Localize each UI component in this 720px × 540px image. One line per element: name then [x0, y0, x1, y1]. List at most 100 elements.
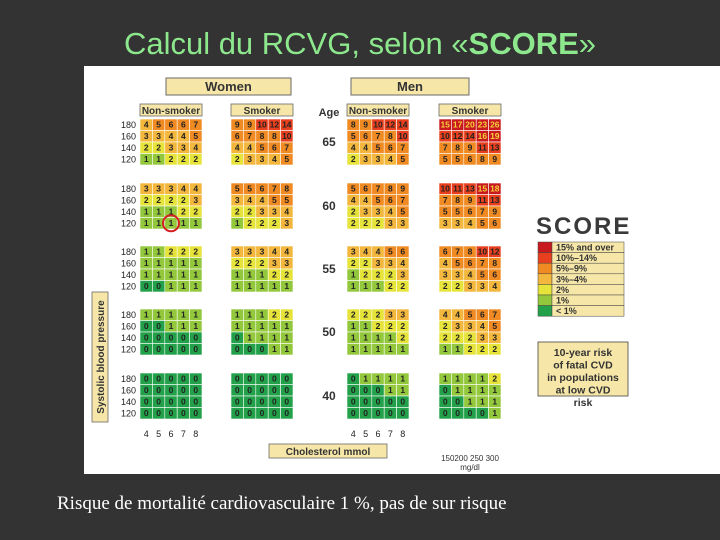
risk-value: 1	[272, 281, 277, 291]
risk-value: 13	[490, 143, 500, 153]
risk-value: 5	[468, 310, 473, 320]
risk-value: 4	[376, 247, 381, 257]
risk-value: 10	[282, 131, 292, 141]
risk-value: 5	[492, 321, 497, 331]
risk-value: 0	[169, 333, 174, 343]
risk-value: 7	[376, 131, 381, 141]
risk-value: 1	[235, 321, 240, 331]
risk-value: 0	[388, 408, 393, 418]
mgdl-unit: mg/dl	[460, 463, 480, 472]
sbp-tick: 140	[121, 270, 136, 280]
sbp-tick: 120	[121, 409, 136, 419]
sbp-tick: 120	[121, 155, 136, 165]
risk-value: 10	[257, 120, 267, 130]
risk-value: 0	[235, 344, 240, 354]
risk-value: 6	[443, 247, 448, 257]
legend-label-box	[551, 305, 625, 317]
risk-value: 0	[376, 385, 381, 395]
risk-value: 0	[235, 374, 240, 384]
risk-value: 1	[235, 310, 240, 320]
risk-value: 8	[455, 195, 460, 205]
risk-cell	[396, 407, 410, 420]
risk-value: 0	[400, 408, 405, 418]
sex-header-box	[350, 77, 470, 96]
risk-value: 0	[235, 333, 240, 343]
risk-value: 2	[480, 344, 485, 354]
risk-value: 1	[284, 321, 289, 331]
risk-value: 3	[400, 270, 405, 280]
risk-value: 23	[478, 120, 488, 130]
risk-value: 2	[455, 281, 460, 291]
risk-value: 3	[144, 131, 149, 141]
legend-title-line: of fatal CVD	[553, 360, 613, 372]
risk-cell	[189, 217, 203, 230]
smoking-header-label: Smoker	[452, 106, 489, 117]
age-header: Age	[319, 107, 340, 119]
risk-value: 2	[193, 154, 198, 164]
sbp-tick: 160	[121, 196, 136, 206]
risk-value: 1	[388, 344, 393, 354]
cholesterol-tick: 7	[388, 429, 393, 439]
risk-value: 9	[363, 120, 368, 130]
risk-value: 1	[480, 385, 485, 395]
risk-value: 1	[284, 344, 289, 354]
risk-value: 5	[388, 247, 393, 257]
risk-value: 1	[400, 374, 405, 384]
risk-value: 5	[272, 195, 277, 205]
risk-value: 18	[490, 184, 500, 194]
risk-value: 0	[169, 385, 174, 395]
risk-value: 2	[388, 321, 393, 331]
risk-value: 1	[193, 218, 198, 228]
cholesterol-axis-label: Cholesterol mmol	[286, 447, 371, 458]
risk-value: 1	[492, 408, 497, 418]
risk-value: 2	[235, 207, 240, 217]
risk-value: 8	[351, 120, 356, 130]
risk-value: 3	[480, 333, 485, 343]
risk-value: 9	[235, 120, 240, 130]
risk-value: 4	[181, 131, 186, 141]
risk-value: 4	[443, 258, 448, 268]
risk-value: 9	[468, 143, 473, 153]
risk-value: 2	[363, 310, 368, 320]
risk-value: 10	[440, 131, 450, 141]
risk-value: 2	[363, 270, 368, 280]
risk-value: 2	[351, 207, 356, 217]
risk-value: 3	[400, 310, 405, 320]
risk-cell	[396, 217, 410, 230]
risk-value: 4	[492, 281, 497, 291]
risk-value: 6	[492, 270, 497, 280]
risk-value: 0	[193, 374, 198, 384]
risk-value: 9	[247, 120, 252, 130]
risk-value: 17	[453, 120, 463, 130]
risk-value: 6	[235, 131, 240, 141]
risk-value: 1	[260, 310, 265, 320]
risk-value: 15	[478, 184, 488, 194]
risk-value: 7	[443, 143, 448, 153]
legend-label: 15% and over	[556, 243, 615, 253]
risk-value: 2	[351, 258, 356, 268]
risk-value: 4	[388, 207, 393, 217]
risk-value: 1	[193, 310, 198, 320]
legend-label: 10%–14%	[556, 253, 597, 263]
risk-value: 0	[363, 408, 368, 418]
risk-value: 5	[351, 131, 356, 141]
risk-value: 4	[363, 143, 368, 153]
risk-value: 1	[247, 321, 252, 331]
risk-value: 0	[181, 344, 186, 354]
sbp-tick: 140	[121, 143, 136, 153]
risk-value: 0	[376, 408, 381, 418]
risk-value: 1	[351, 281, 356, 291]
risk-value: 0	[144, 408, 149, 418]
risk-value: 1	[144, 270, 149, 280]
risk-value: 0	[443, 397, 448, 407]
risk-value: 5	[376, 143, 381, 153]
risk-value: 5	[443, 207, 448, 217]
risk-value: 6	[400, 247, 405, 257]
risk-value: 3	[156, 184, 161, 194]
sbp-tick: 180	[121, 310, 136, 320]
risk-value: 0	[272, 374, 277, 384]
risk-value: 2	[400, 281, 405, 291]
risk-value: 4	[351, 195, 356, 205]
risk-value: 11	[453, 184, 462, 194]
risk-value: 3	[260, 247, 265, 257]
